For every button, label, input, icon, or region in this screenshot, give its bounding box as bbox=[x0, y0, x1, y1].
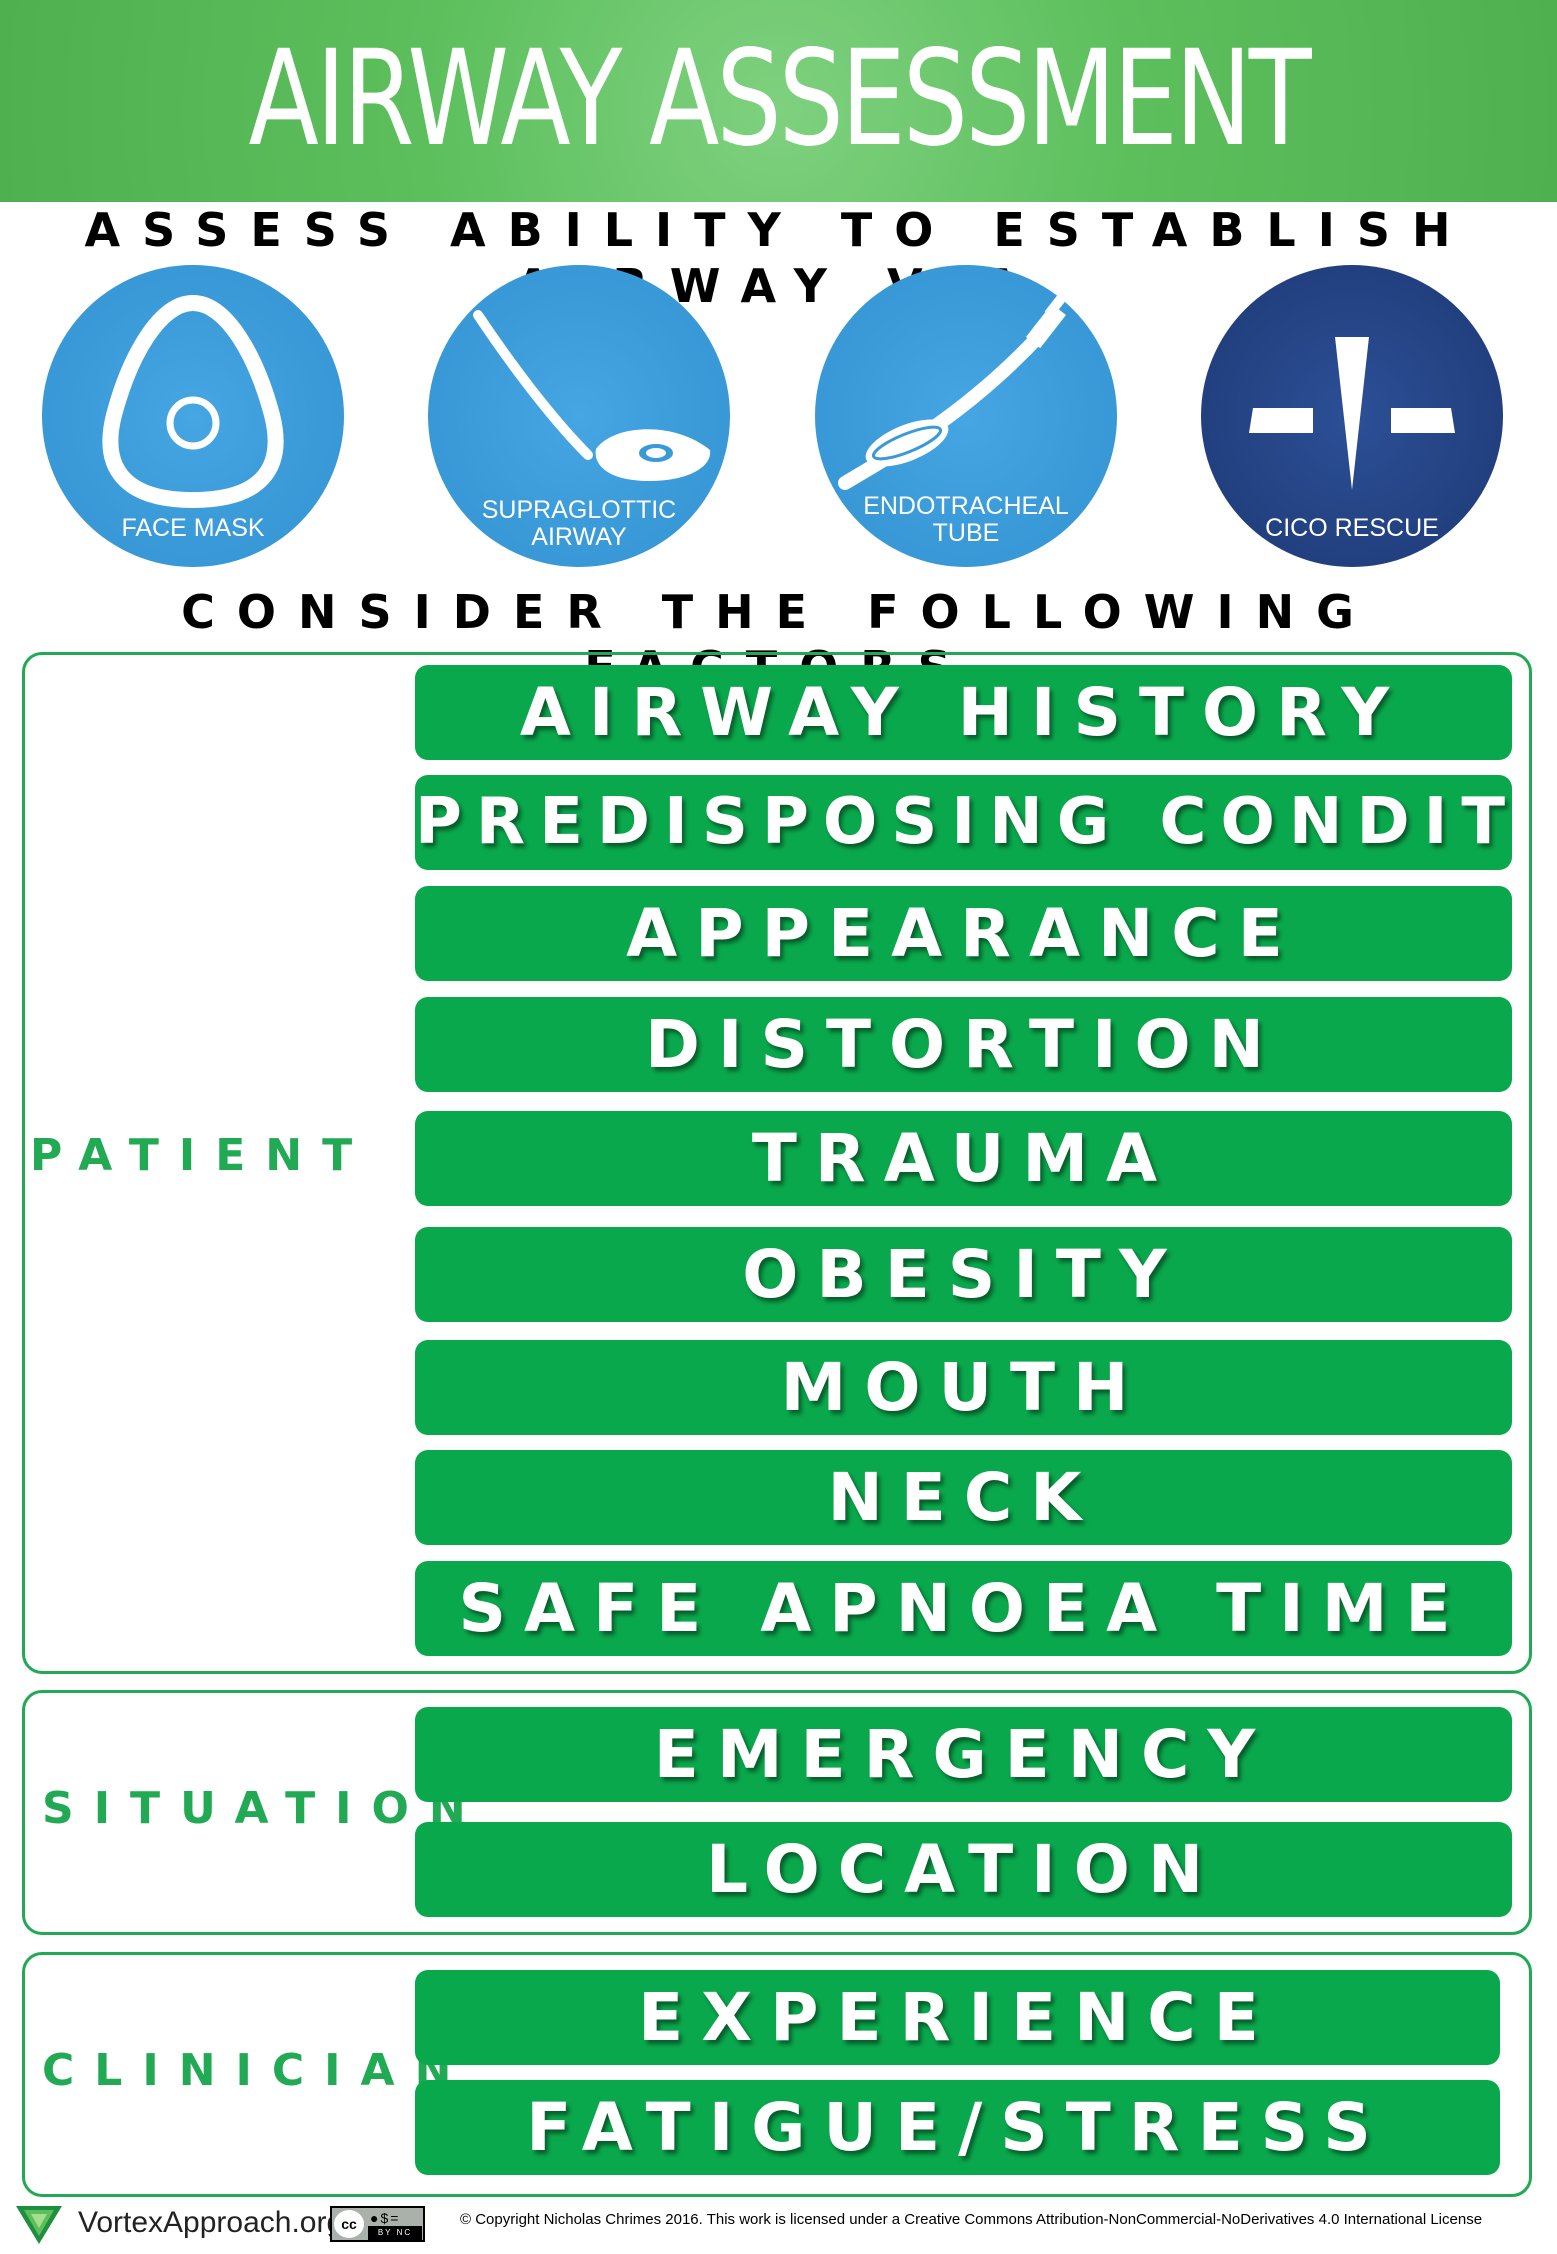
factor-airway-history: AIRWAY HISTORY bbox=[415, 665, 1512, 760]
factor-mouth: MOUTH bbox=[415, 1340, 1512, 1435]
cico-rescue-icon bbox=[1249, 337, 1455, 490]
header-banner: AIRWAY ASSESSMENT bbox=[0, 0, 1557, 202]
clinician-label: CLINICIAN bbox=[42, 2045, 472, 2096]
cc-icon: cc bbox=[334, 2210, 364, 2238]
endotracheal-tube-icon bbox=[838, 292, 1068, 490]
method-label-line1: SUPRAGLOTTIC bbox=[481, 496, 677, 524]
method-label-line1: ENDOTRACHEAL bbox=[863, 492, 1069, 520]
method-supraglottic-airway: SUPRAGLOTTIC AIRWAY bbox=[428, 265, 730, 567]
license-tags: BY NC ND bbox=[368, 2226, 422, 2251]
method-label-line2: AIRWAY bbox=[531, 523, 627, 551]
factor-emergency: EMERGENCY bbox=[415, 1707, 1512, 1802]
method-label: FACE MASK bbox=[121, 514, 265, 542]
patient-group bbox=[22, 652, 1532, 1674]
factor-neck: NECK bbox=[415, 1450, 1512, 1545]
footer-site-link[interactable]: VortexApproach.org bbox=[78, 2206, 344, 2239]
copyright-notice: © Copyright Nicholas Chrimes 2016. This … bbox=[460, 2211, 1483, 2228]
factor-appearance: APPEARANCE bbox=[415, 886, 1512, 981]
factor-fatigue-stress: FATIGUE/STRESS bbox=[415, 2080, 1500, 2175]
factor-predisposing-conditions: PREDISPOSING CONDITIONS bbox=[415, 775, 1512, 870]
factor-distortion: DISTORTION bbox=[415, 997, 1512, 1092]
page-title: AIRWAY ASSESSMENT bbox=[248, 22, 1311, 176]
face-mask-icon bbox=[102, 294, 284, 509]
method-label-line2: TUBE bbox=[932, 519, 1000, 547]
supraglottic-airway-icon bbox=[473, 310, 711, 481]
license-symbols-icon: ●$= bbox=[370, 2210, 401, 2226]
situation-label: SITUATION bbox=[42, 1783, 486, 1834]
vortex-logo-icon bbox=[16, 2206, 62, 2244]
factor-experience: EXPERIENCE bbox=[415, 1970, 1500, 2065]
factor-obesity: OBESITY bbox=[415, 1227, 1512, 1322]
method-endotracheal-tube: ENDOTRACHEAL TUBE bbox=[815, 265, 1117, 567]
clinician-group bbox=[22, 1952, 1532, 2197]
method-label: CICO RESCUE bbox=[1265, 514, 1439, 542]
situation-group bbox=[22, 1690, 1532, 1935]
factor-safe-apnoea-time: SAFE APNOEA TIME bbox=[415, 1561, 1512, 1656]
cc-license-badge[interactable]: cc ●$= BY NC ND bbox=[330, 2206, 425, 2251]
patient-label: PATIENT bbox=[30, 1130, 373, 1181]
method-cico-rescue: CICO RESCUE bbox=[1201, 265, 1503, 567]
factor-location: LOCATION bbox=[415, 1822, 1512, 1917]
factor-trauma: TRAUMA bbox=[415, 1111, 1512, 1206]
method-face-mask: FACE MASK bbox=[42, 265, 344, 567]
